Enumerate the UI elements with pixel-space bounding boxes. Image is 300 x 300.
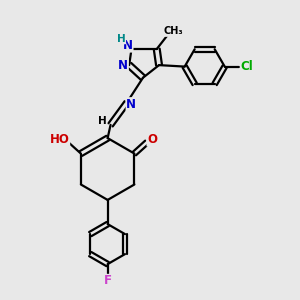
Text: N: N	[126, 98, 136, 111]
Text: CH₃: CH₃	[163, 26, 183, 36]
Text: N: N	[123, 39, 133, 52]
Text: O: O	[147, 133, 157, 146]
Text: Cl: Cl	[240, 60, 253, 73]
Text: F: F	[103, 274, 112, 287]
Text: H: H	[98, 116, 107, 126]
Text: H: H	[117, 34, 125, 44]
Text: N: N	[118, 58, 128, 72]
Text: HO: HO	[50, 133, 70, 146]
